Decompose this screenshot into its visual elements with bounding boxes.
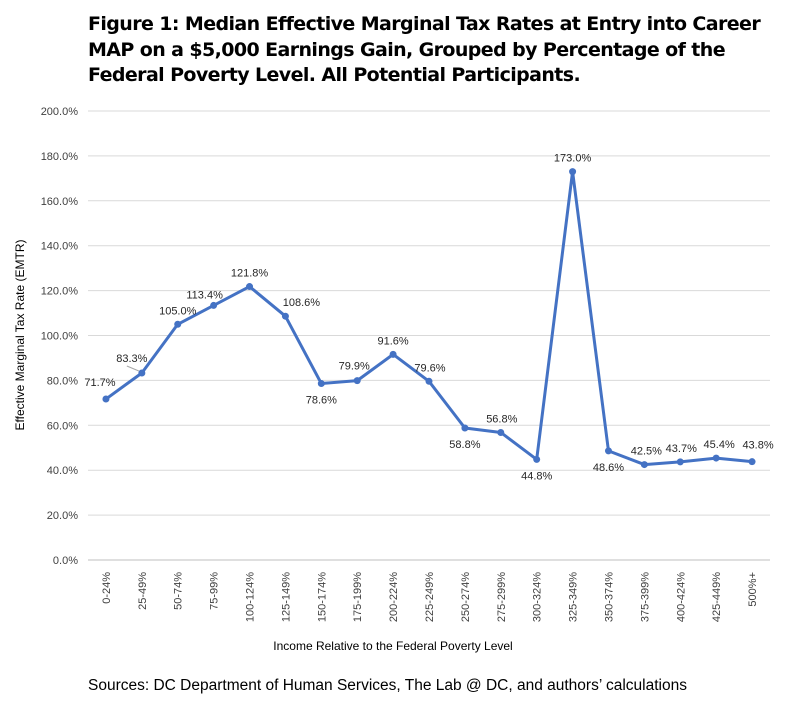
data-label: 48.6% bbox=[593, 462, 624, 474]
data-point bbox=[138, 369, 146, 377]
data-label: 58.8% bbox=[449, 439, 480, 451]
y-axis-title: Effective Marginal Tax Rate (EMTR) bbox=[13, 240, 27, 431]
data-point bbox=[246, 283, 254, 291]
y-tick-label: 200.0% bbox=[41, 106, 79, 118]
data-label: 43.8% bbox=[742, 440, 773, 452]
y-tick-label: 60.0% bbox=[47, 420, 78, 432]
y-tick-label: 120.0% bbox=[41, 286, 79, 298]
data-label: 71.7% bbox=[84, 377, 115, 389]
data-point bbox=[604, 447, 612, 455]
data-label: 91.6% bbox=[378, 335, 409, 347]
data-point bbox=[712, 454, 720, 462]
x-tick-label: 0-24% bbox=[101, 572, 113, 604]
data-label: 56.8% bbox=[486, 413, 517, 425]
data-point bbox=[389, 350, 397, 358]
data-label: 42.5% bbox=[631, 446, 662, 458]
data-label: 121.8% bbox=[231, 268, 269, 280]
x-tick-label: 125-149% bbox=[280, 572, 292, 622]
x-tick-label: 100-124% bbox=[245, 572, 257, 622]
x-tick-label: 25-49% bbox=[137, 572, 149, 610]
x-axis-title: Income Relative to the Federal Poverty L… bbox=[273, 639, 512, 653]
y-tick-label: 0.0% bbox=[53, 555, 78, 567]
data-point bbox=[353, 377, 361, 385]
x-tick-label: 300-324% bbox=[532, 572, 544, 622]
x-tick-label: 400-424% bbox=[675, 572, 687, 622]
x-tick-label: 150-174% bbox=[316, 572, 328, 622]
series-line bbox=[105, 170, 753, 467]
y-tick-label: 180.0% bbox=[41, 151, 79, 163]
data-point bbox=[174, 320, 182, 328]
x-tick-label: 200-224% bbox=[388, 572, 400, 622]
data-label: 113.4% bbox=[186, 289, 223, 301]
y-tick-label: 140.0% bbox=[41, 241, 79, 253]
source-note: Sources: DC Department of Human Services… bbox=[88, 677, 687, 694]
y-tick-label: 80.0% bbox=[47, 375, 78, 387]
data-label: 79.9% bbox=[339, 361, 370, 373]
data-label: 105.0% bbox=[159, 305, 197, 317]
x-tick-label: 175-199% bbox=[352, 572, 364, 622]
x-tick-label: 375-399% bbox=[639, 572, 651, 622]
x-tick-label: 425-449% bbox=[711, 572, 723, 622]
x-tick-label: 75-99% bbox=[209, 572, 221, 610]
data-label: 78.6% bbox=[306, 395, 337, 407]
data-point bbox=[569, 168, 577, 176]
x-tick-label: 500%+ bbox=[747, 572, 759, 607]
data-label: 83.3% bbox=[116, 353, 147, 365]
data-point bbox=[640, 461, 648, 469]
data-point bbox=[748, 458, 756, 466]
chart-title: Figure 1: Median Effective Marginal Tax … bbox=[88, 13, 761, 86]
y-tick-label: 100.0% bbox=[41, 331, 79, 343]
x-tick-label: 275-299% bbox=[496, 572, 508, 622]
y-tick-label: 20.0% bbox=[47, 510, 78, 522]
data-point bbox=[425, 377, 433, 385]
data-label: 79.6% bbox=[414, 362, 445, 374]
x-tick-label: 350-374% bbox=[603, 572, 615, 622]
data-label: 43.7% bbox=[666, 443, 697, 455]
leader-line bbox=[126, 365, 140, 372]
data-label: 45.4% bbox=[704, 439, 735, 451]
data-label: 173.0% bbox=[554, 153, 592, 165]
data-label: 44.8% bbox=[521, 470, 552, 482]
y-tick-label: 160.0% bbox=[41, 196, 79, 208]
x-tick-label: 325-349% bbox=[568, 572, 580, 622]
data-point bbox=[497, 428, 505, 436]
x-tick-label: 50-74% bbox=[173, 572, 185, 610]
data-point bbox=[461, 424, 469, 432]
data-point bbox=[676, 458, 684, 466]
x-tick-label: 225-249% bbox=[424, 572, 436, 622]
x-tick-label: 250-274% bbox=[460, 572, 472, 622]
data-point bbox=[281, 312, 289, 320]
data-point bbox=[533, 455, 541, 463]
data-point bbox=[102, 395, 110, 403]
data-point bbox=[317, 380, 325, 388]
data-point bbox=[210, 301, 218, 309]
y-tick-label: 40.0% bbox=[47, 465, 78, 477]
data-label: 108.6% bbox=[283, 297, 321, 309]
